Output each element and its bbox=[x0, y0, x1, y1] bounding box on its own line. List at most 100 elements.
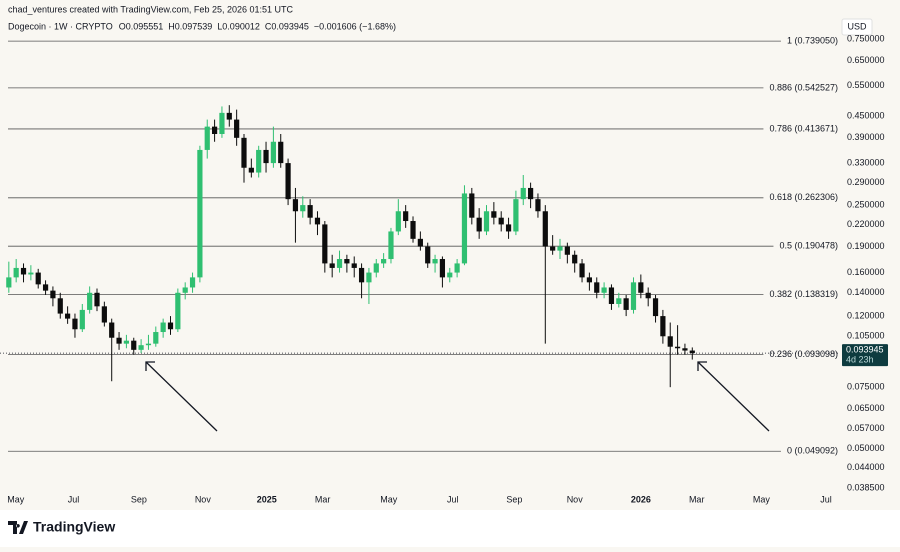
arrow-head bbox=[697, 361, 707, 371]
candle-body bbox=[189, 277, 196, 288]
candle-body bbox=[505, 224, 512, 232]
y-tick-label: 0.075000 bbox=[847, 382, 885, 392]
candle-body bbox=[292, 199, 299, 212]
x-tick-label: May bbox=[380, 494, 398, 504]
price-badge-value: 0.093945 bbox=[846, 344, 884, 354]
candle-body bbox=[278, 141, 284, 164]
credit: chad_ventures created with TradingView.c… bbox=[8, 4, 293, 14]
y-tick-label: 0.044000 bbox=[847, 462, 885, 472]
y-tick-label: 0.120000 bbox=[847, 310, 885, 320]
candle-body bbox=[35, 272, 41, 285]
candle-body bbox=[660, 316, 666, 337]
candle-body bbox=[57, 298, 63, 314]
symbol: Dogecoin · 1W · CRYPTO bbox=[8, 21, 113, 31]
y-tick-label: 0.065000 bbox=[847, 403, 885, 413]
candle-body bbox=[476, 217, 482, 232]
ohlc-value: −0.001606 (−1.68%) bbox=[314, 21, 396, 31]
candle-body bbox=[410, 221, 416, 239]
y-tick-label: 0.330000 bbox=[847, 157, 885, 167]
candle-body bbox=[461, 193, 468, 264]
candle-body bbox=[204, 126, 210, 150]
candle-body bbox=[270, 141, 276, 164]
x-tick-label: Nov bbox=[567, 494, 584, 504]
arrow-head bbox=[145, 361, 155, 371]
currency-box[interactable] bbox=[841, 18, 873, 36]
candle-body bbox=[248, 167, 254, 173]
candle-body bbox=[116, 337, 122, 344]
candle-body bbox=[329, 263, 335, 268]
x-tick-label: Nov bbox=[195, 494, 212, 504]
logo bbox=[8, 521, 28, 534]
candle-body bbox=[87, 292, 93, 310]
currency[interactable]: USD bbox=[847, 21, 867, 31]
price-badge-countdown: 4d 23h bbox=[846, 354, 874, 364]
candle-body bbox=[425, 246, 431, 264]
candle-body bbox=[682, 348, 688, 351]
candle-body bbox=[226, 112, 232, 120]
candle-body bbox=[439, 259, 446, 278]
candle-body bbox=[454, 263, 460, 273]
candle-body bbox=[211, 126, 218, 135]
brand: TradingView bbox=[33, 519, 115, 535]
candle-body bbox=[674, 346, 681, 349]
chart-background bbox=[0, 0, 900, 510]
candle-body bbox=[167, 322, 174, 330]
candle-body bbox=[616, 298, 622, 304]
y-tick-label: 0.250000 bbox=[847, 199, 885, 209]
candle-body bbox=[689, 350, 695, 354]
x-tick-label: Mar bbox=[689, 494, 705, 504]
candle-body bbox=[528, 187, 534, 200]
candle-body bbox=[572, 254, 578, 264]
candle-body bbox=[285, 163, 291, 200]
fib-label: 0.618 (0.262306) bbox=[769, 192, 838, 202]
fib-label: 0.382 (0.138319) bbox=[769, 289, 838, 299]
candle-body bbox=[314, 217, 321, 225]
footer-background bbox=[0, 510, 900, 547]
candle-body bbox=[403, 211, 409, 222]
candle-body bbox=[72, 318, 78, 330]
ohlc-value: C0.093945 bbox=[265, 21, 309, 31]
candle-body bbox=[388, 231, 394, 260]
candle-body bbox=[336, 259, 343, 268]
x-tick-label: Jul bbox=[820, 494, 832, 504]
fib-label: 1 (0.739050) bbox=[787, 36, 838, 46]
candle-body bbox=[351, 263, 357, 268]
candle-body bbox=[50, 290, 56, 299]
candle-body bbox=[94, 292, 100, 307]
candle-body bbox=[638, 282, 644, 293]
candle-body bbox=[13, 267, 19, 278]
fib-label: 0.886 (0.542527) bbox=[769, 82, 838, 92]
candle-body bbox=[131, 340, 137, 350]
candle-body bbox=[145, 343, 152, 346]
x-tick-label: 2026 bbox=[631, 494, 651, 504]
candle-body bbox=[358, 267, 365, 283]
arrow bbox=[145, 361, 218, 432]
candle-body bbox=[557, 246, 563, 251]
candle-body bbox=[498, 217, 504, 225]
candle-body bbox=[300, 205, 306, 212]
candle-body bbox=[138, 345, 144, 350]
candle-body bbox=[219, 112, 225, 135]
candle-body bbox=[550, 246, 556, 251]
candle-body bbox=[79, 309, 85, 330]
candle-body bbox=[579, 263, 585, 278]
candle-body bbox=[241, 137, 247, 168]
candle-body bbox=[322, 224, 328, 264]
y-tick-label: 0.050000 bbox=[847, 443, 885, 453]
y-tick-label: 0.190000 bbox=[847, 241, 885, 251]
candle-body bbox=[417, 238, 423, 247]
candle-body bbox=[535, 199, 541, 212]
candle-body bbox=[513, 199, 519, 232]
candle-body bbox=[594, 282, 600, 293]
fib-label: 0 (0.049092) bbox=[787, 446, 838, 456]
y-tick-label: 0.105000 bbox=[847, 331, 885, 341]
x-tick-label: May bbox=[753, 494, 771, 504]
y-tick-label: 0.750000 bbox=[847, 33, 885, 43]
candle-body bbox=[263, 149, 269, 164]
candle-body bbox=[234, 119, 240, 138]
candle-body bbox=[42, 284, 49, 291]
candle-body bbox=[623, 298, 629, 310]
plot-area: 0.750000 0.650000 0.550000 0.450000 0.390000… bbox=[0, 33, 888, 504]
ohlc-value: O0.095551 bbox=[119, 21, 164, 31]
header: Dogecoin · 1W · CRYPTO O0.095551 H0.09753… bbox=[8, 21, 396, 31]
